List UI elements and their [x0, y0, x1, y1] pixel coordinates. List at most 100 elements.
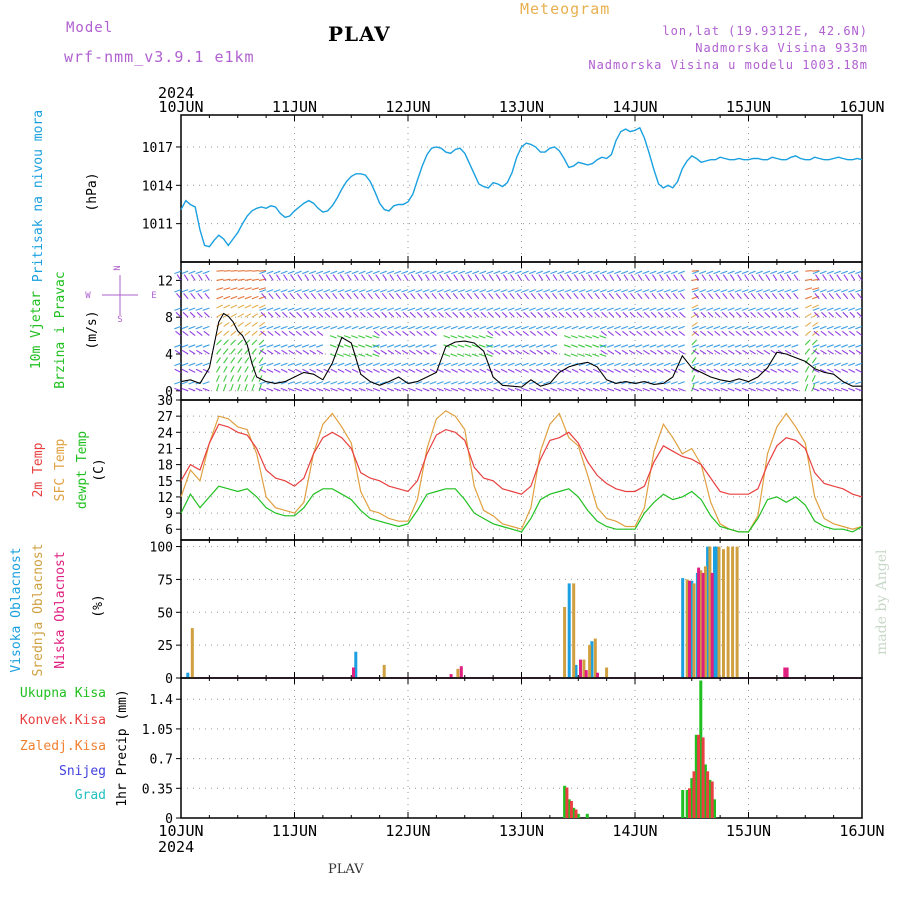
- wind-arrow: [805, 278, 813, 281]
- conv-precip-bar: [569, 801, 573, 818]
- wind-arrow: [779, 274, 785, 281]
- wind-arrow: [408, 307, 416, 311]
- high-cloud-label: Visoka Oblacnost: [9, 547, 24, 672]
- wind-arrow: [755, 381, 763, 385]
- wind-arrow: [244, 313, 252, 318]
- wind-arrow: [656, 368, 664, 373]
- wind-arrow: [741, 368, 749, 373]
- wind-arrow: [734, 368, 742, 373]
- high-cloud-bar: [574, 664, 578, 678]
- wind-arrow: [677, 387, 685, 392]
- wind-arrow: [465, 362, 472, 367]
- wind-arrow: [691, 357, 697, 364]
- wind-arrow: [358, 289, 366, 293]
- wind-arrow: [692, 325, 699, 330]
- model-label: Model: [66, 20, 114, 36]
- wind-arrow: [812, 287, 820, 291]
- wind-arrow: [804, 339, 811, 346]
- wind-arrow: [230, 384, 234, 391]
- wind-arrow: [430, 330, 437, 337]
- wind-arrow: [309, 289, 316, 293]
- wind-arrow: [188, 362, 196, 367]
- wind-arrow: [642, 381, 650, 385]
- wind-arrow: [395, 293, 402, 300]
- wind-arrow: [727, 381, 735, 385]
- tick-label-y: 21: [157, 442, 173, 457]
- wind-arrow: [344, 368, 352, 373]
- wind-arrow: [280, 344, 288, 348]
- wind-arrow: [855, 387, 863, 392]
- mid-cloud-bar: [699, 570, 703, 678]
- wind-arrow: [834, 368, 841, 373]
- wind-arrow: [495, 274, 501, 281]
- wind-arrow: [588, 274, 593, 281]
- wind-arrow: [301, 381, 309, 385]
- wind-arrow: [614, 270, 621, 275]
- wind-arrow: [720, 362, 728, 367]
- wind-arrow: [578, 325, 586, 330]
- wind-arrow: [749, 349, 756, 355]
- wind-arrow: [536, 270, 543, 275]
- wind-arrow: [273, 344, 281, 348]
- wind-arrow: [649, 307, 657, 311]
- wind-arrow: [814, 311, 820, 318]
- wind-arrow: [251, 339, 258, 346]
- wind-arrow: [338, 311, 345, 318]
- model-elevation-label: Nadmorska Visina u modelu 1003.18m: [588, 58, 868, 72]
- wind-arrow: [678, 349, 685, 355]
- wind-arrow: [836, 274, 842, 281]
- wind-arrow: [585, 289, 593, 293]
- wind-arrow: [259, 307, 267, 311]
- wind-arrow: [791, 289, 799, 293]
- panel-cloud: 0 25 50 75 100: [150, 539, 863, 687]
- wind-arrow: [330, 270, 338, 275]
- low-cloud-bar: [697, 567, 701, 678]
- wind-arrow: [316, 325, 324, 330]
- wind-arrow: [304, 274, 310, 281]
- wind-arrow: [450, 381, 458, 385]
- wind-arrow: [266, 307, 274, 311]
- wind-arrow: [812, 368, 820, 373]
- wind-arrow: [777, 368, 785, 373]
- wind-arrow: [445, 293, 452, 300]
- wind-arrow: [471, 344, 479, 348]
- wind-arrow: [557, 325, 565, 330]
- dewpt-line: [180, 485, 863, 533]
- low-cloud-bar: [584, 670, 588, 678]
- wind-arrow: [728, 349, 735, 355]
- day-label-bottom: 12JUN: [385, 822, 430, 840]
- wind-arrow: [395, 311, 402, 318]
- wind-arrow: [202, 387, 210, 392]
- wind-arrow: [563, 344, 571, 348]
- tick-label-y: 75: [157, 573, 173, 588]
- wind-arrow: [429, 381, 437, 385]
- wind-arrow: [670, 307, 678, 311]
- wind-arrow: [637, 293, 643, 300]
- tick-label-y: 100: [150, 541, 173, 556]
- wind-arrow: [650, 330, 657, 337]
- wind-arrow: [848, 289, 856, 293]
- wind-arrow: [606, 362, 614, 367]
- wind-arrow: [727, 270, 735, 275]
- wind-arrow: [771, 293, 778, 300]
- mid-cloud-bar: [582, 659, 586, 678]
- wind-arrow: [301, 325, 309, 330]
- wind-arrow: [621, 289, 629, 293]
- wind-arrow: [287, 344, 295, 348]
- wind-arrow: [755, 344, 763, 348]
- wind-arrow: [550, 368, 558, 373]
- wind-arrow: [786, 293, 792, 300]
- wind-arrow: [507, 325, 515, 330]
- wind-arrow: [778, 330, 785, 337]
- wind-arrow: [237, 278, 245, 281]
- wind-arrow: [706, 270, 714, 275]
- wind-arrow: [677, 362, 685, 367]
- wind-arrow: [706, 381, 714, 385]
- wind-arrow: [464, 344, 472, 348]
- wind-arrow: [692, 307, 699, 311]
- wind-arrow: [748, 344, 756, 348]
- wind-arrow: [514, 387, 522, 392]
- wind-arrow: [500, 381, 508, 385]
- wind-arrow: [826, 307, 834, 311]
- wind-arrow: [281, 330, 288, 337]
